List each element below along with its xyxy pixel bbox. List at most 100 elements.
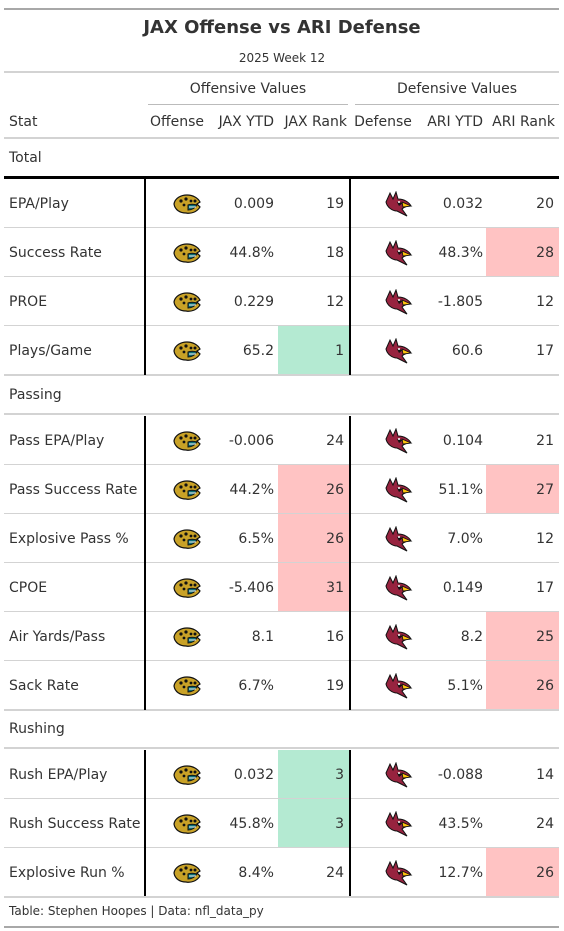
ari-ytd-value: 8.2 (460, 628, 483, 645)
group-end-rule (4, 374, 559, 376)
table-row: Pass Success Rate 44.2% 26 51.1% 27 (0, 465, 564, 514)
cardinals-logo-icon (353, 514, 443, 563)
bottom-border (4, 926, 559, 928)
ari-rank-value: 27 (486, 465, 559, 514)
cardinals-logo-icon (353, 563, 443, 612)
stat-name: EPA/Play (9, 195, 69, 212)
jaguars-logo-icon (146, 326, 228, 375)
ari-ytd-value: -1.805 (437, 293, 483, 310)
jaguars-logo-icon (146, 563, 228, 612)
table-row: Pass EPA/Play -0.006 24 0.104 21 (0, 416, 564, 465)
jax-rank-value: 16 (326, 628, 344, 645)
stat-name: CPOE (9, 579, 48, 596)
table-row: Success Rate 44.8% 18 48.3% 28 (0, 228, 564, 277)
ari-rank-value: 21 (536, 432, 554, 449)
header-bottom-rule (4, 137, 559, 139)
jax-ytd-value: 6.5% (238, 530, 274, 547)
cardinals-logo-icon (353, 848, 443, 897)
table-row: EPA/Play 0.009 19 0.032 20 (0, 179, 564, 228)
jax-ytd-value: 44.2% (229, 481, 274, 498)
cardinals-logo-icon (353, 661, 443, 710)
col-header-ari-rank: ARI Rank (492, 114, 555, 130)
ari-rank-value: 26 (486, 661, 559, 710)
jax-ytd-value: 6.7% (238, 677, 274, 694)
ari-ytd-value: -0.088 (437, 766, 483, 783)
spanner-defensive-values: Defensive Values (396, 81, 518, 97)
cardinals-logo-icon (353, 416, 443, 465)
ari-ytd-value: 0.149 (442, 579, 483, 596)
column-separator (349, 750, 351, 897)
cardinals-logo-icon (353, 277, 443, 326)
jaguars-logo-icon (146, 465, 228, 514)
jaguars-logo-icon (146, 277, 228, 326)
stat-name: Success Rate (9, 244, 102, 261)
ari-rank-value: 24 (536, 815, 554, 832)
row-divider (4, 660, 559, 661)
table-row: Plays/Game 65.2 1 60.6 17 (0, 326, 564, 375)
ari-rank-value: 28 (486, 228, 559, 277)
table-bottom-rule (4, 896, 559, 898)
jaguars-logo-icon (146, 661, 228, 710)
stat-name: PROE (9, 293, 48, 310)
jax-rank-value: 3 (278, 750, 349, 799)
column-separator (144, 179, 146, 375)
table-row: Sack Rate 6.7% 19 5.1% 26 (0, 661, 564, 710)
jax-rank-value: 19 (326, 195, 344, 212)
stat-name: Explosive Run % (9, 864, 125, 881)
jax-ytd-value: -5.406 (228, 579, 274, 596)
group-label-total: Total (9, 150, 42, 166)
group-rule-rushing (4, 747, 559, 749)
table-row: Rush EPA/Play 0.032 3 -0.088 14 (0, 750, 564, 799)
ari-ytd-value: 43.5% (438, 815, 483, 832)
ari-ytd-value: 0.032 (442, 195, 483, 212)
jax-ytd-value: -0.006 (228, 432, 274, 449)
row-divider (4, 464, 559, 465)
col-header-jax-ytd: JAX YTD (218, 114, 274, 130)
ari-rank-value: 14 (536, 766, 554, 783)
col-header-jax-rank: JAX Rank (284, 114, 347, 130)
jaguars-logo-icon (146, 848, 228, 897)
ari-ytd-value: 5.1% (447, 677, 483, 694)
row-divider (4, 276, 559, 277)
ari-rank-value: 26 (486, 848, 559, 897)
ari-rank-value: 17 (536, 342, 554, 359)
row-divider (4, 325, 559, 326)
stat-name: Pass EPA/Play (9, 432, 105, 449)
jax-rank-value: 19 (326, 677, 344, 694)
ari-ytd-value: 7.0% (447, 530, 483, 547)
ari-rank-value: 17 (536, 579, 554, 596)
jax-ytd-value: 0.229 (233, 293, 274, 310)
ari-rank-value: 12 (536, 530, 554, 547)
jaguars-logo-icon (146, 514, 228, 563)
ari-rank-value: 20 (536, 195, 554, 212)
cardinals-logo-icon (353, 179, 443, 228)
cardinals-logo-icon (353, 228, 443, 277)
stat-name: Plays/Game (9, 342, 92, 359)
jax-rank-value: 1 (278, 326, 349, 375)
column-separator (349, 416, 351, 710)
jax-rank-value: 26 (278, 465, 349, 514)
column-separator (144, 750, 146, 897)
group-end-rule (4, 709, 559, 711)
cardinals-logo-icon (353, 465, 443, 514)
jaguars-logo-icon (146, 750, 228, 799)
jax-ytd-value: 0.009 (233, 195, 274, 212)
table-subtitle: 2025 Week 12 (238, 51, 326, 65)
top-border (4, 8, 559, 10)
cardinals-logo-icon (353, 612, 443, 661)
table-row: CPOE -5.406 31 0.149 17 (0, 563, 564, 612)
column-separator (349, 179, 351, 375)
jax-rank-value: 24 (326, 864, 344, 881)
spanner-offensive-values: Offensive Values (189, 81, 307, 97)
col-header-offense: Offense (149, 114, 205, 130)
ari-ytd-value: 12.7% (438, 864, 483, 881)
stat-name: Pass Success Rate (9, 481, 138, 498)
column-separator (144, 416, 146, 710)
jax-ytd-value: 8.4% (238, 864, 274, 881)
jaguars-logo-icon (146, 799, 228, 848)
row-divider (4, 611, 559, 612)
table-source-note: Table: Stephen Hoopes | Data: nfl_data_p… (9, 904, 264, 918)
jax-ytd-value: 8.1 (251, 628, 274, 645)
row-divider (4, 562, 559, 563)
